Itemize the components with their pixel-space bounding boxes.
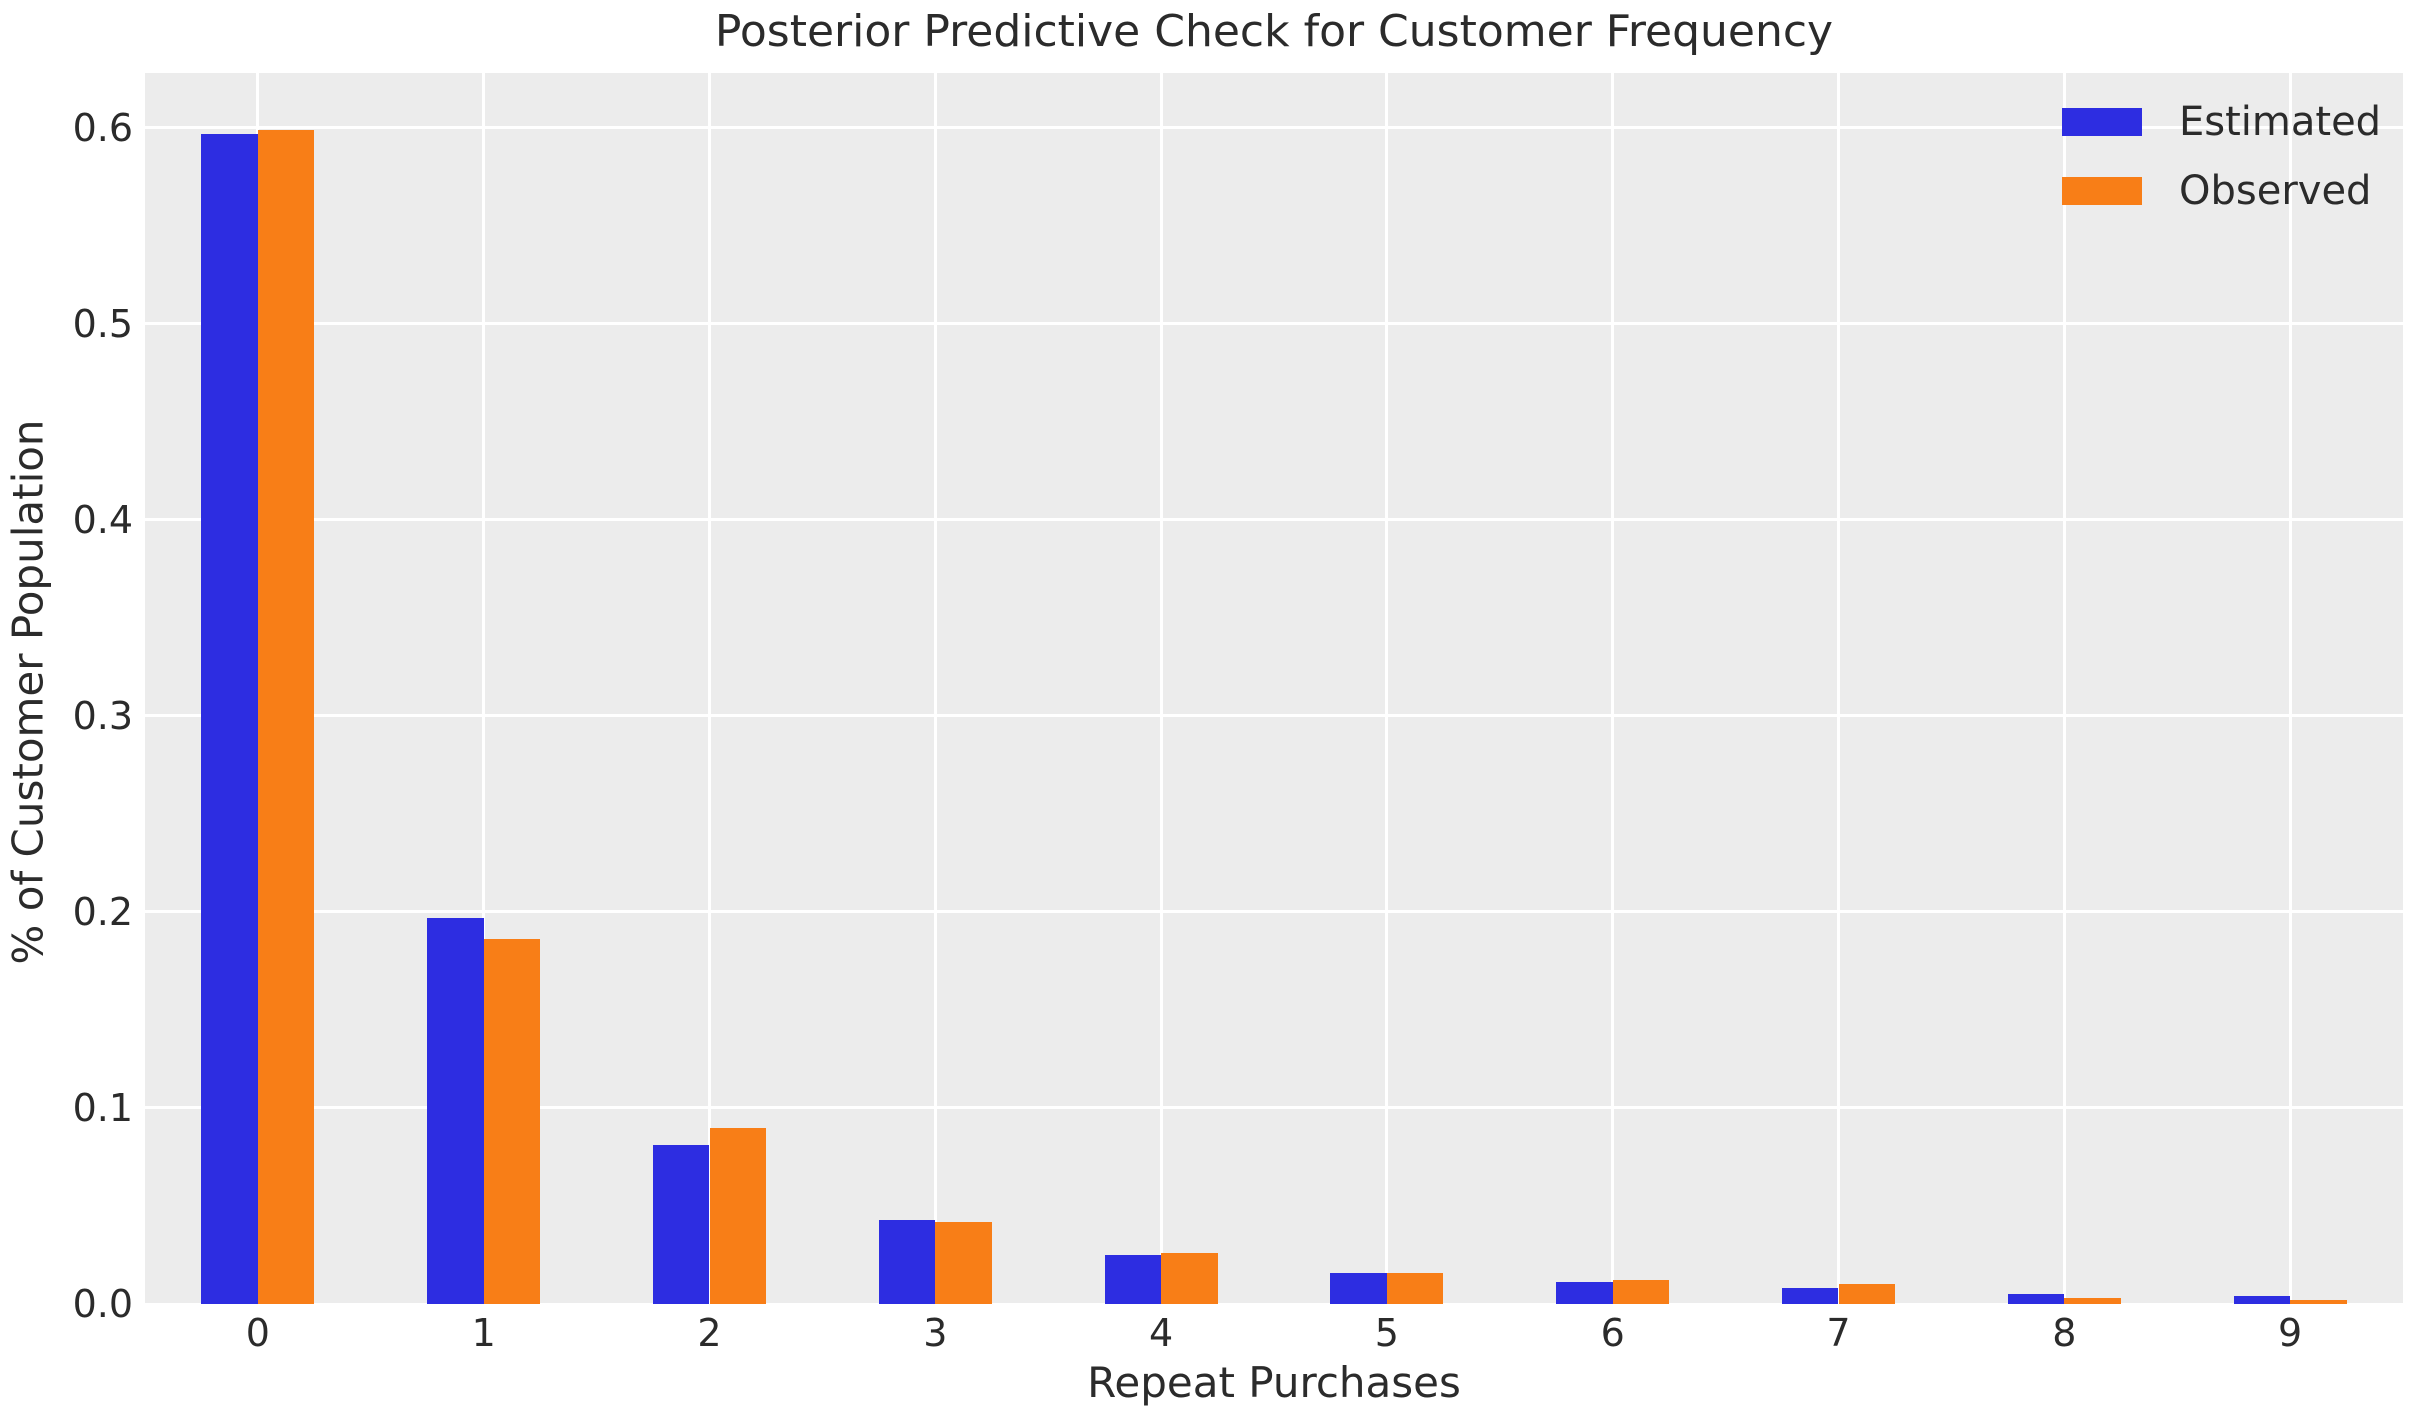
bar-estimated-3 [878,1219,936,1304]
legend-item-estimated: Estimated [2062,99,2381,145]
bar-observed-4 [1161,1253,1218,1304]
bar-observed-7 [1838,1284,1895,1304]
bar-observed-9 [2290,1300,2347,1304]
x-tick-label: 5 [1374,1311,1399,1355]
bar-observed-8 [2064,1298,2121,1304]
v-gridline [482,73,486,1304]
bar-observed-2 [709,1127,766,1304]
bar-observed-6 [1612,1280,1670,1304]
legend-swatch-estimated [2062,108,2142,136]
legend-label: Observed [2179,168,2372,214]
legend-item-observed: Observed [2062,168,2381,214]
v-gridline [1611,73,1615,1304]
legend: Estimated Observed [2062,99,2381,237]
h-gridline [145,322,2403,326]
v-gridline [708,73,711,1304]
y-tick-label: 0.6 [72,105,133,150]
x-tick-label: 9 [2278,1311,2303,1355]
y-tick-label: 0.2 [72,889,133,934]
x-axis-label: Repeat Purchases [1087,1358,1461,1407]
bar-observed-1 [483,939,541,1304]
v-gridline [2288,73,2292,1304]
y-tick-label: 0.3 [72,693,133,738]
legend-swatch-observed [2062,177,2142,205]
y-tick-label: 0.4 [72,497,133,542]
bar-estimated-5 [1330,1272,1387,1304]
x-tick-label: 7 [1826,1311,1851,1355]
bar-estimated-0 [201,133,258,1304]
x-tick-label: 8 [2052,1311,2077,1355]
bar-observed-0 [257,129,315,1304]
h-gridline [145,714,2403,718]
bar-estimated-1 [427,917,484,1304]
y-tick-label: 0.5 [72,301,133,346]
bar-observed-5 [1386,1272,1444,1304]
h-gridline [145,518,2403,522]
chart-title: Posterior Predictive Check for Customer … [714,6,1834,57]
bar-estimated-9 [2233,1296,2291,1304]
bar-estimated-4 [1104,1255,1162,1304]
legend-label: Estimated [2179,99,2382,145]
v-gridline [1159,73,1163,1304]
bar-estimated-6 [1556,1282,1613,1304]
bar-estimated-2 [653,1145,710,1304]
bar-estimated-7 [1782,1288,1839,1304]
plot-area [145,73,2403,1306]
x-tick-label: 1 [471,1311,496,1355]
x-tick-label: 4 [1149,1311,1174,1355]
x-tick-label: 3 [923,1311,948,1355]
h-gridline [145,910,2403,914]
bar-estimated-8 [2007,1294,2065,1304]
y-tick-label: 0.1 [72,1085,133,1130]
h-gridline [145,1106,2403,1110]
x-tick-label: 2 [697,1311,722,1355]
h-gridline [145,1302,2403,1306]
v-gridline [933,73,937,1304]
v-gridline [1385,73,1389,1304]
y-tick-label: 0.0 [72,1282,133,1326]
x-tick-label: 6 [1600,1311,1625,1355]
bar-observed-3 [935,1221,992,1304]
v-gridline [2062,73,2066,1304]
v-gridline [1837,73,1840,1304]
h-gridline [145,126,2403,130]
x-tick-label: 0 [245,1311,270,1355]
